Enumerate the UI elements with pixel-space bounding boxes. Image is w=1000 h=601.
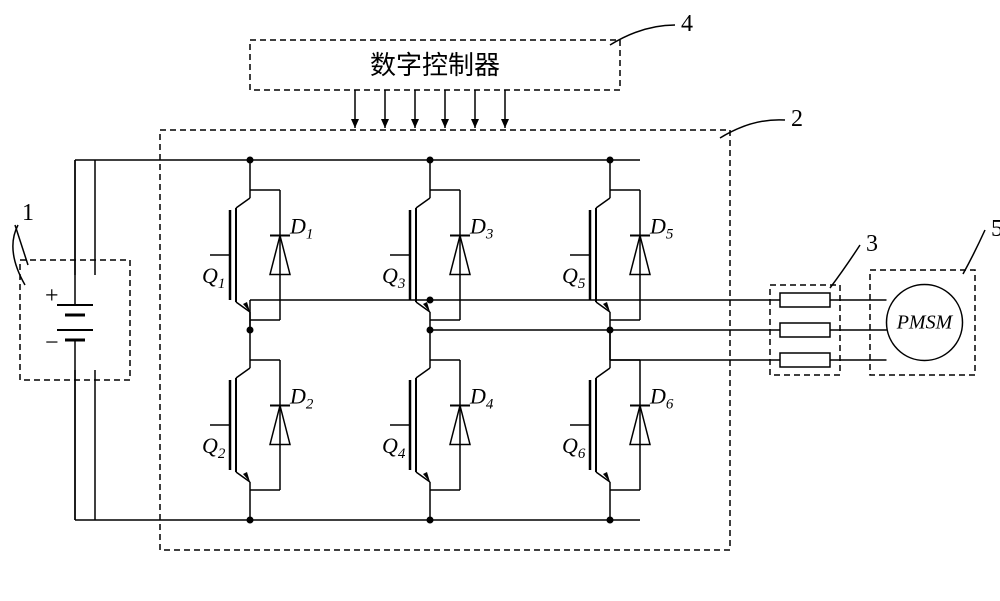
ref-num-2: 2: [791, 106, 803, 132]
dc-plus: +: [45, 283, 59, 309]
dc-minus: −: [45, 330, 59, 356]
igbt-label-q4: Q4: [382, 433, 406, 462]
inverter-box: [160, 130, 730, 550]
diode-label-d3: D3: [469, 214, 493, 243]
diode-label-d6: D6: [649, 384, 674, 413]
motor-label: PMSM: [896, 312, 954, 334]
ref-num-1: 1: [22, 200, 34, 226]
diode-label-d5: D5: [649, 214, 674, 243]
igbt-label-q6: Q6: [562, 433, 586, 462]
igbt-label-q3: Q3: [382, 263, 405, 292]
ref-num-5: 5: [991, 216, 1000, 242]
ref-num-4: 4: [681, 11, 693, 37]
igbt-label-q1: Q1: [202, 263, 225, 292]
ref-num-3: 3: [866, 231, 878, 257]
filter-element: [780, 323, 830, 337]
diode-label-d2: D2: [289, 384, 314, 413]
igbt-label-q5: Q5: [562, 263, 586, 292]
diode-label-d1: D1: [289, 214, 313, 243]
igbt-label-q2: Q2: [202, 433, 226, 462]
controller-label: 数字控制器: [370, 51, 500, 80]
filter-element: [780, 293, 830, 307]
diode-label-d4: D4: [469, 384, 494, 413]
filter-element: [780, 353, 830, 367]
